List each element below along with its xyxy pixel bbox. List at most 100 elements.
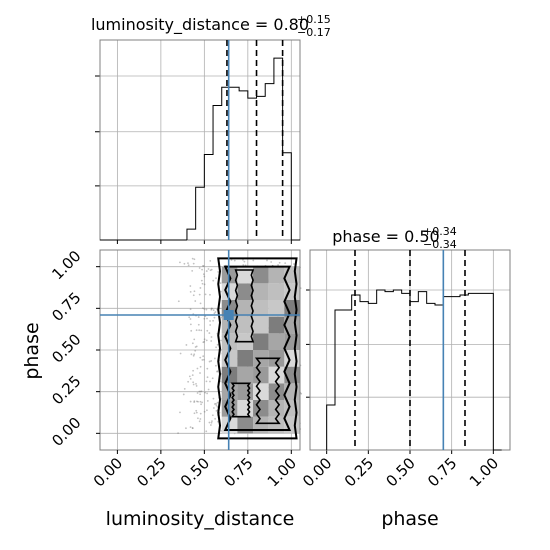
scatter-point	[203, 410, 206, 413]
scatter-point	[196, 400, 198, 403]
scatter-point	[191, 269, 194, 272]
scatter-point	[192, 383, 195, 386]
scatter-point	[200, 403, 202, 406]
y-tick-label-phase: 0.00	[48, 414, 84, 450]
scatter-point	[185, 427, 187, 430]
scatter-point	[201, 359, 204, 361]
scatter-point	[204, 293, 207, 296]
scatter-point	[193, 338, 196, 341]
scatter-point	[202, 307, 204, 310]
density-cell	[268, 316, 285, 334]
scatter-point	[216, 401, 219, 404]
scatter-point	[193, 401, 196, 404]
y-axis-label-phase: phase	[21, 322, 43, 379]
luminosity-distance-histogram	[186, 57, 300, 241]
scatter-point	[206, 400, 209, 402]
scatter-point	[192, 381, 195, 384]
scatter-point	[203, 340, 206, 343]
scatter-point	[207, 388, 210, 391]
scatter-point	[214, 357, 216, 360]
scatter-point	[205, 430, 208, 433]
y-tick-label-phase: 0.75	[48, 289, 84, 325]
scatter-point	[210, 268, 213, 271]
density-cell	[268, 300, 285, 317]
scatter-point	[242, 264, 245, 266]
density-cell	[237, 400, 254, 417]
scatter-point	[210, 340, 213, 342]
scatter-point	[212, 319, 215, 322]
scatter-point	[200, 279, 203, 282]
scatter-point	[206, 367, 209, 370]
scatter-point	[201, 401, 203, 404]
phase-title-plus: +0.34	[423, 225, 457, 238]
scatter-point	[198, 267, 201, 269]
density-cell	[253, 316, 269, 334]
y-tick-label-phase: 1.00	[48, 247, 84, 283]
scatter-point	[189, 318, 192, 320]
scatter-point	[195, 385, 198, 387]
scatter-point	[216, 343, 219, 346]
density-cell	[237, 366, 254, 384]
scatter-point	[211, 377, 214, 380]
scatter-point	[199, 372, 201, 374]
luminosity-distance-title-median: 0.80	[273, 15, 309, 34]
phase-title-label: phase	[332, 227, 380, 246]
scatter-point	[211, 307, 213, 310]
scatter-point	[230, 259, 233, 261]
scatter-point	[212, 279, 215, 282]
scatter-point	[183, 262, 186, 265]
density-cell	[268, 333, 285, 350]
scatter-point	[212, 407, 215, 409]
scatter-point	[278, 261, 281, 264]
scatter-point	[183, 387, 186, 390]
scatter-point	[206, 376, 209, 379]
scatter-point	[194, 346, 197, 348]
x-tick-label-luminosity-distance: 0.25	[133, 454, 169, 490]
scatter-point	[219, 282, 222, 285]
scatter-point	[211, 420, 213, 422]
scatter-point	[199, 393, 202, 396]
x-tick-label-luminosity-distance: 0.00	[90, 454, 126, 490]
scatter-point	[209, 380, 211, 383]
density-cell	[253, 383, 269, 400]
luminosity-distance-title-plus: +0.15	[297, 13, 331, 26]
scatter-point	[198, 420, 201, 423]
density-cell	[253, 283, 269, 300]
scatter-point	[203, 338, 206, 341]
scatter-point	[270, 261, 273, 263]
scatter-point	[207, 268, 210, 270]
scatter-point	[202, 265, 205, 267]
scatter-point	[189, 377, 192, 380]
scatter-point	[197, 417, 199, 420]
scatter-point	[193, 258, 196, 261]
scatter-point	[191, 427, 194, 429]
scatter-point	[217, 270, 220, 273]
scatter-point	[206, 317, 208, 320]
scatter-point	[242, 258, 244, 261]
scatter-point	[195, 411, 198, 414]
scatter-point	[199, 418, 202, 420]
contour-inner-2	[254, 357, 281, 425]
scatter-point	[179, 261, 181, 264]
density-cell	[253, 400, 269, 417]
scatter-point	[191, 257, 194, 260]
scatter-point	[187, 264, 190, 267]
scatter-point	[192, 262, 195, 265]
scatter-point	[199, 356, 202, 359]
scatter-point	[203, 308, 206, 310]
scatter-point	[190, 353, 193, 356]
scatter-point	[189, 323, 192, 326]
scatter-point	[208, 332, 211, 334]
density-cell	[253, 266, 269, 284]
scatter-point	[199, 390, 202, 393]
x-tick-label-luminosity-distance: 1.00	[264, 454, 300, 490]
density-cell	[237, 266, 254, 284]
phase-histogram	[326, 289, 502, 451]
scatter-point	[197, 400, 199, 403]
scatter-point	[189, 285, 192, 287]
scatter-point	[214, 417, 217, 420]
scatter-point	[206, 392, 209, 395]
contour-middle	[223, 265, 292, 431]
scatter-point	[219, 290, 222, 293]
